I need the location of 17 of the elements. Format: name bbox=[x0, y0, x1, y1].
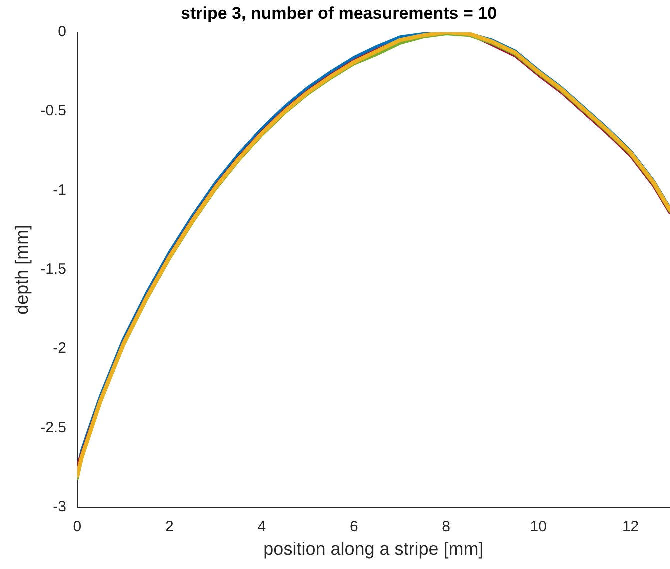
y-tick-label: 0 bbox=[58, 24, 66, 41]
x-tick-label: 6 bbox=[350, 518, 358, 536]
x-tick-label: 0 bbox=[73, 518, 82, 536]
x-tick-label: 12 bbox=[622, 518, 640, 536]
y-axis-title: depth [mm] bbox=[12, 224, 32, 315]
y-tick-label: -2.5 bbox=[40, 419, 66, 436]
y-tick-label: -1 bbox=[53, 182, 66, 199]
y-tick-label: -2 bbox=[53, 340, 66, 358]
x-tick-label: 2 bbox=[166, 518, 174, 536]
y-tick-label: -3 bbox=[53, 498, 66, 516]
chart-title: stripe 3, number of measurements = 10 bbox=[180, 4, 498, 23]
x-axis-title: position along a stripe [mm] bbox=[264, 539, 484, 560]
y-tick-label: -1.5 bbox=[40, 261, 66, 278]
x-tick-label: 4 bbox=[258, 518, 266, 536]
x-tick-label: 8 bbox=[442, 518, 451, 536]
x-tick-label: 10 bbox=[530, 518, 547, 536]
y-tick-label: -0.5 bbox=[40, 102, 66, 120]
